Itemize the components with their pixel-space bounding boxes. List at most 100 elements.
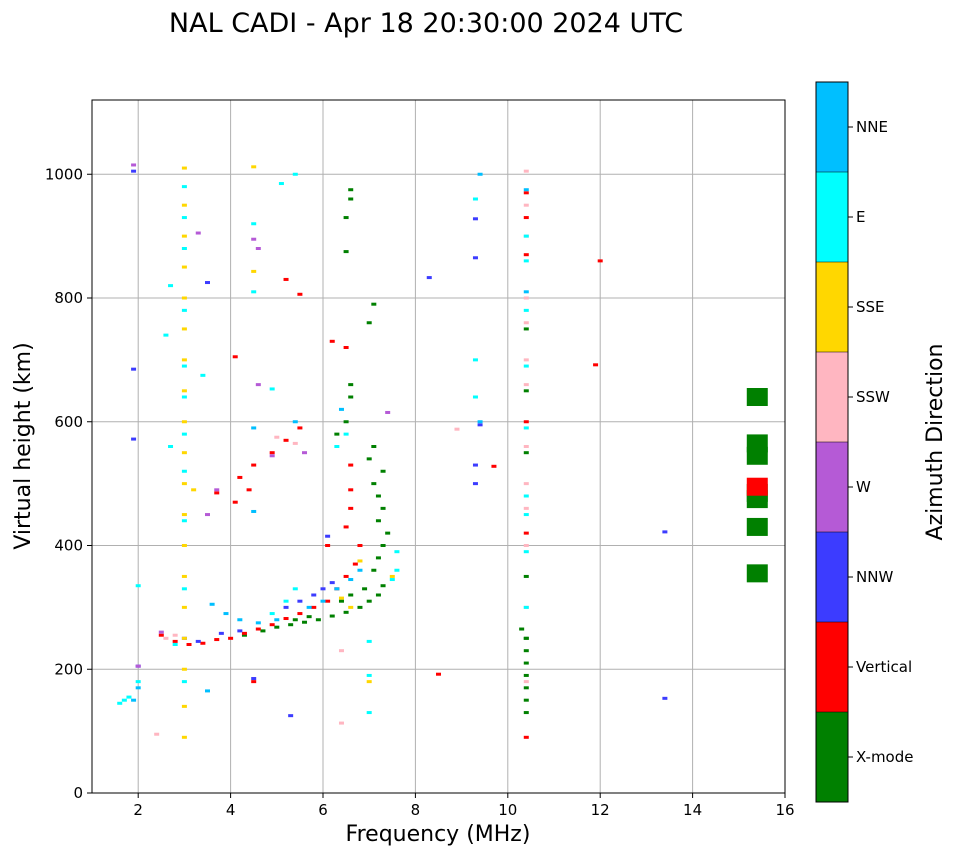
- data-point: [366, 680, 372, 684]
- data-point: [251, 463, 257, 467]
- data-point: [523, 259, 529, 263]
- data-point: [168, 284, 174, 288]
- plot-frame: [91, 99, 786, 794]
- data-point: [523, 445, 529, 448]
- data-point: [214, 488, 220, 492]
- data-point: [523, 327, 529, 331]
- x-tick-label: 6: [318, 801, 328, 819]
- data-point: [181, 389, 187, 393]
- data-point: [371, 482, 377, 486]
- data-point: [172, 643, 178, 646]
- colorbar: X-mode Vertical NNW W SSW SSE E NNE: [815, 81, 913, 803]
- x-tick-label: 12: [591, 801, 610, 819]
- data-point: [348, 395, 354, 399]
- data-point: [288, 623, 294, 627]
- data-point: [597, 259, 603, 263]
- data-point: [348, 605, 354, 609]
- data-point: [338, 721, 344, 725]
- colorbar-label: Azimuth Direction: [923, 343, 948, 540]
- data-point: [241, 633, 247, 637]
- data-point: [181, 735, 187, 739]
- data-point: [523, 649, 529, 653]
- data-point: [746, 434, 768, 453]
- colorbar-segment: [816, 532, 848, 622]
- data-point: [746, 517, 768, 536]
- data-point: [477, 423, 483, 427]
- data-point: [343, 432, 349, 436]
- grid-lines: [92, 100, 785, 793]
- data-point: [343, 346, 349, 349]
- data-point: [237, 475, 243, 479]
- colorbar-tick-label: W: [856, 478, 871, 496]
- data-point: [343, 250, 349, 254]
- data-point: [297, 599, 303, 603]
- data-points: [117, 163, 768, 739]
- data-point: [523, 426, 529, 430]
- data-point: [311, 605, 317, 609]
- data-point: [357, 605, 363, 609]
- data-point: [135, 686, 141, 690]
- data-point: [357, 559, 363, 563]
- x-tick-label: 16: [775, 801, 794, 819]
- data-point: [329, 339, 335, 343]
- colorbar-tick-label: SSE: [856, 298, 885, 316]
- data-point: [251, 677, 257, 681]
- data-point: [523, 673, 529, 677]
- data-point: [292, 441, 298, 445]
- data-point: [366, 457, 372, 461]
- data-point: [195, 639, 201, 643]
- data-point: [163, 333, 169, 337]
- data-point: [135, 584, 141, 588]
- series-nne: [131, 172, 529, 702]
- data-point: [292, 587, 298, 591]
- data-point: [366, 639, 372, 643]
- data-point: [251, 680, 257, 684]
- data-point: [181, 482, 187, 486]
- data-point: [662, 530, 668, 534]
- data-point: [523, 686, 529, 690]
- data-point: [181, 587, 187, 591]
- y-tick-label: 1000: [45, 165, 83, 183]
- data-point: [338, 599, 344, 603]
- data-point: [523, 321, 529, 325]
- data-point: [181, 420, 187, 424]
- data-point: [269, 454, 275, 458]
- data-point: [315, 618, 321, 622]
- x-tick-label: 8: [411, 801, 421, 819]
- data-point: [454, 427, 460, 431]
- data-point: [338, 596, 344, 600]
- data-point: [255, 247, 261, 250]
- data-point: [205, 513, 210, 517]
- data-point: [288, 714, 294, 718]
- data-point: [523, 290, 529, 294]
- data-point: [523, 636, 529, 640]
- data-point: [329, 614, 335, 618]
- data-point: [523, 216, 529, 220]
- data-point: [593, 363, 599, 367]
- data-point: [523, 735, 529, 739]
- data-point: [334, 445, 340, 448]
- data-point: [214, 491, 220, 495]
- data-point: [237, 629, 243, 633]
- data-point: [131, 698, 137, 702]
- data-point: [343, 216, 349, 220]
- data-point: [523, 389, 529, 393]
- data-point: [154, 732, 160, 736]
- data-point: [302, 451, 308, 455]
- data-point: [255, 627, 261, 631]
- data-point: [158, 630, 164, 634]
- data-point: [195, 231, 201, 235]
- data-point: [320, 587, 326, 591]
- data-point: [523, 191, 529, 195]
- data-point: [477, 420, 483, 424]
- x-tick-label: 10: [498, 801, 517, 819]
- data-point: [366, 711, 372, 715]
- data-point: [232, 355, 238, 359]
- data-point: [375, 519, 381, 523]
- data-point: [283, 605, 289, 609]
- data-point: [371, 568, 377, 572]
- data-point: [251, 426, 257, 430]
- data-point: [352, 562, 358, 566]
- data-point: [306, 615, 312, 619]
